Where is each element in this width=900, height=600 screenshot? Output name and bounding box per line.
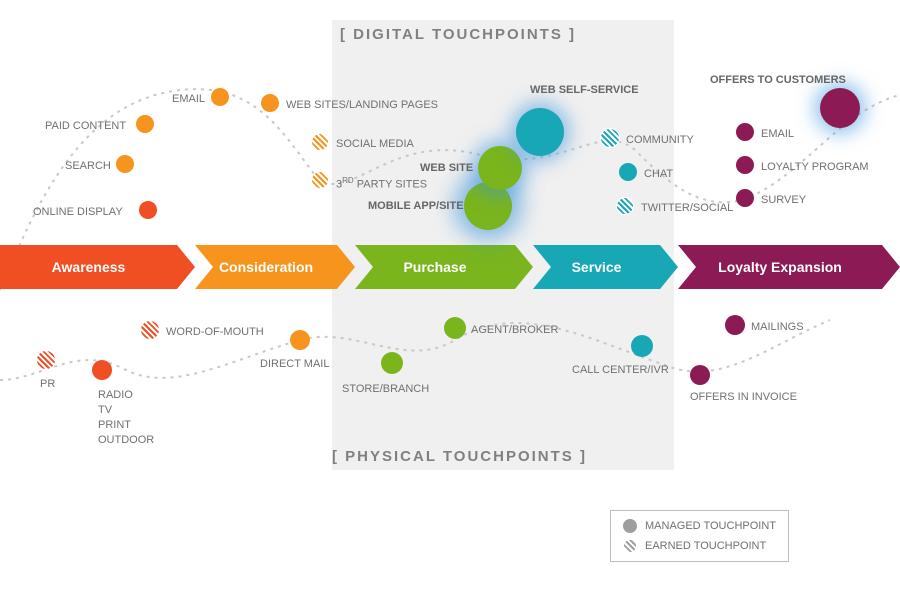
touchpoint-label-web-site: WEB SITE [420, 162, 473, 174]
touchpoint-label-wom: WORD-OF-MOUTH [166, 326, 264, 338]
touchpoint-search [116, 155, 134, 173]
stage-purchase: Purchase [355, 245, 533, 289]
header-digital: [ DIGITAL TOUCHPOINTS ] [340, 26, 576, 43]
touchpoint-agent [444, 317, 466, 339]
touchpoint-label-paid-content: PAID CONTENT [45, 120, 126, 132]
touchpoint-label-thirdparty: 3RD PARTY SITES [336, 176, 427, 191]
stage-label: Consideration [195, 259, 337, 275]
touchpoint-label-mailings: MAILINGS [751, 321, 804, 333]
touchpoint-store [381, 352, 403, 374]
touchpoint-label-chat: CHAT [644, 168, 673, 180]
touchpoint-email-aw [211, 88, 229, 106]
touchpoint-label-offers-cust: OFFERS TO CUSTOMERS [710, 74, 846, 86]
stage-label: Loyalty Expansion [678, 259, 882, 275]
touchpoint-label-callcenter: CALL CENTER/IVR [572, 364, 669, 376]
stage-service: Service [533, 245, 678, 289]
touchpoint-web-self [516, 108, 564, 156]
touchpoint-label-social-media: SOCIAL MEDIA [336, 138, 414, 150]
touchpoint-label-survey: SURVEY [761, 194, 806, 206]
legend-label: EARNED TOUCHPOINT [645, 540, 766, 552]
touchpoint-label-email-loyal: EMAIL [761, 128, 794, 140]
touchpoint-wom [140, 320, 160, 340]
touchpoint-web-site [478, 146, 522, 190]
legend-label: MANAGED TOUCHPOINT [645, 520, 776, 532]
touchpoint-label-radio: RADIO TV PRINT OUTDOOR [98, 388, 154, 447]
stage-label: Awareness [0, 259, 177, 275]
touchpoint-offers-cust [820, 88, 860, 128]
touchpoint-loyalty-prog [736, 156, 754, 174]
touchpoint-pr [36, 350, 56, 370]
touchpoint-paid-content [136, 115, 154, 133]
legend-item: EARNED TOUCHPOINT [623, 539, 776, 553]
touchpoint-twitter [616, 197, 634, 215]
legend: MANAGED TOUCHPOINT EARNED TOUCHPOINT [610, 510, 789, 562]
touchpoint-label-community: COMMUNITY [626, 134, 694, 146]
touchpoint-label-landing: WEB SITES/LANDING PAGES [286, 99, 438, 111]
stage-loyalty-expansion: Loyalty Expansion [678, 245, 900, 289]
touchpoint-label-store: STORE/BRANCH [342, 383, 429, 395]
touchpoint-radio [92, 360, 112, 380]
touchpoint-label-online-display: ONLINE DISPLAY [33, 206, 123, 218]
touchpoint-online-display [139, 201, 157, 219]
touchpoint-label-email-aw: EMAIL [172, 93, 205, 105]
touchpoint-offers-inv [690, 365, 710, 385]
touchpoint-mailings [725, 315, 745, 335]
touchpoint-landing [261, 94, 279, 112]
touchpoint-label-web-self: WEB SELF-SERVICE [530, 84, 639, 96]
solid-swatch-icon [623, 519, 637, 533]
touchpoint-thirdparty [311, 171, 329, 189]
touchpoint-chat [619, 163, 637, 181]
journey-diagram: [ DIGITAL TOUCHPOINTS ] [ PHYSICAL TOUCH… [0, 0, 900, 600]
touchpoint-community [600, 128, 620, 148]
touchpoint-label-search: SEARCH [65, 160, 111, 172]
touchpoint-social-media [311, 133, 329, 151]
header-physical: [ PHYSICAL TOUCHPOINTS ] [332, 448, 587, 465]
stage-consideration: Consideration [195, 245, 355, 289]
stage-label: Purchase [355, 259, 515, 275]
stage-label: Service [533, 259, 660, 275]
touchpoint-email-loyal [736, 123, 754, 141]
hatched-swatch-icon [623, 539, 637, 553]
touchpoint-label-direct-mail: DIRECT MAIL [260, 358, 329, 370]
touchpoint-label-loyalty-prog: LOYALTY PROGRAM [761, 161, 869, 173]
touchpoint-direct-mail [290, 330, 310, 350]
touchpoint-survey [736, 189, 754, 207]
legend-item: MANAGED TOUCHPOINT [623, 519, 776, 533]
touchpoint-label-pr: PR [40, 378, 55, 390]
touchpoint-label-twitter: TWITTER/SOCIAL [641, 202, 733, 214]
touchpoint-label-offers-inv: OFFERS IN INVOICE [690, 391, 797, 403]
stage-awareness: Awareness [0, 245, 195, 289]
stage-arrows: Awareness Consideration Purchase Service Loy… [0, 245, 900, 289]
touchpoint-label-agent: AGENT/BROKER [471, 324, 558, 336]
touchpoint-callcenter [631, 335, 653, 357]
touchpoint-label-mobile-app: MOBILE APP/SITE [368, 200, 464, 212]
